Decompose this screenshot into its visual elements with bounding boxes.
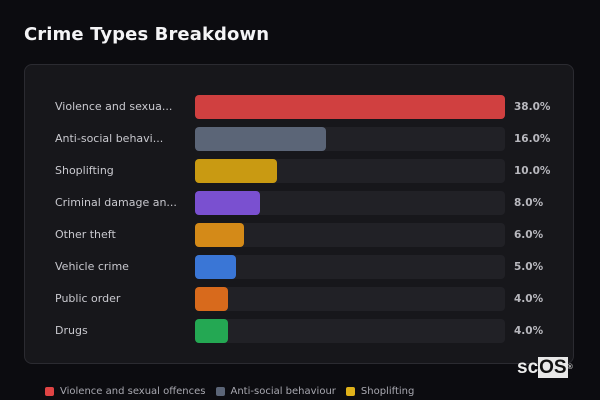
bar-row: Other theft 6.0% <box>25 223 573 247</box>
bar-fill[interactable] <box>195 159 277 183</box>
legend-label: Violence and sexual offences <box>60 386 206 397</box>
registered-mark-icon: ® <box>567 364 573 371</box>
bar-track <box>195 287 505 311</box>
bar-label: Shoplifting <box>55 164 114 177</box>
bar-value: 6.0% <box>514 229 544 241</box>
bar-fill[interactable] <box>195 191 261 215</box>
bar-track <box>195 319 505 343</box>
bar-row: Public order 4.0% <box>25 287 573 311</box>
legend-item[interactable]: Shoplifting <box>345 386 415 397</box>
bar-label: Violence and sexua... <box>55 100 173 113</box>
bar-row: Vehicle crime 5.0% <box>25 255 573 279</box>
bar-row: Violence and sexua... 38.0% <box>25 95 573 119</box>
legend-swatch-icon <box>345 387 355 396</box>
bar-track <box>195 95 505 119</box>
bar-label: Anti-social behavi... <box>55 132 164 145</box>
watermark-logo: scOS® <box>517 357 573 378</box>
legend-label: Shoplifting <box>360 386 415 397</box>
bar-track <box>195 223 505 247</box>
legend-swatch-icon <box>215 387 225 396</box>
bar-row: Criminal damage an... 8.0% <box>25 191 573 215</box>
bar-row: Drugs 4.0% <box>25 319 573 343</box>
bar-fill[interactable] <box>195 95 505 119</box>
bar-value: 16.0% <box>514 133 551 145</box>
bar-value: 38.0% <box>514 101 551 113</box>
bar-label: Drugs <box>55 324 88 337</box>
bar-row: Anti-social behavi... 16.0% <box>25 127 573 151</box>
watermark-prefix: sc <box>517 357 539 378</box>
bar-value: 4.0% <box>514 325 544 337</box>
legend-item[interactable]: Anti-social behaviour <box>215 386 336 397</box>
bar-fill[interactable] <box>195 223 244 247</box>
bar-track <box>195 127 505 151</box>
bar-track <box>195 191 505 215</box>
bar-label: Public order <box>55 292 121 305</box>
bar-fill[interactable] <box>195 319 228 343</box>
bar-label: Other theft <box>55 228 116 241</box>
legend-item[interactable]: Violence and sexual offences <box>45 386 206 397</box>
chart-legend: Violence and sexual offences Anti-social … <box>45 386 414 397</box>
chart-card: Violence and sexua... 38.0% Anti-social be… <box>24 64 574 364</box>
bar-value: 8.0% <box>514 197 544 209</box>
bar-value: 4.0% <box>514 293 544 305</box>
bar-track <box>195 255 505 279</box>
bar-fill[interactable] <box>195 287 228 311</box>
watermark-boxed: OS <box>538 357 568 378</box>
bar-value: 10.0% <box>514 165 551 177</box>
bar-label: Criminal damage an... <box>55 196 177 209</box>
bar-track <box>195 159 505 183</box>
bar-row: Shoplifting 10.0% <box>25 159 573 183</box>
bar-value: 5.0% <box>514 261 544 273</box>
bar-label: Vehicle crime <box>55 260 129 273</box>
legend-swatch-icon <box>45 387 54 396</box>
chart-title: Crime Types Breakdown <box>24 24 270 45</box>
bar-fill[interactable] <box>195 255 236 279</box>
legend-label: Anti-social behaviour <box>230 386 336 397</box>
bar-fill[interactable] <box>195 127 326 151</box>
